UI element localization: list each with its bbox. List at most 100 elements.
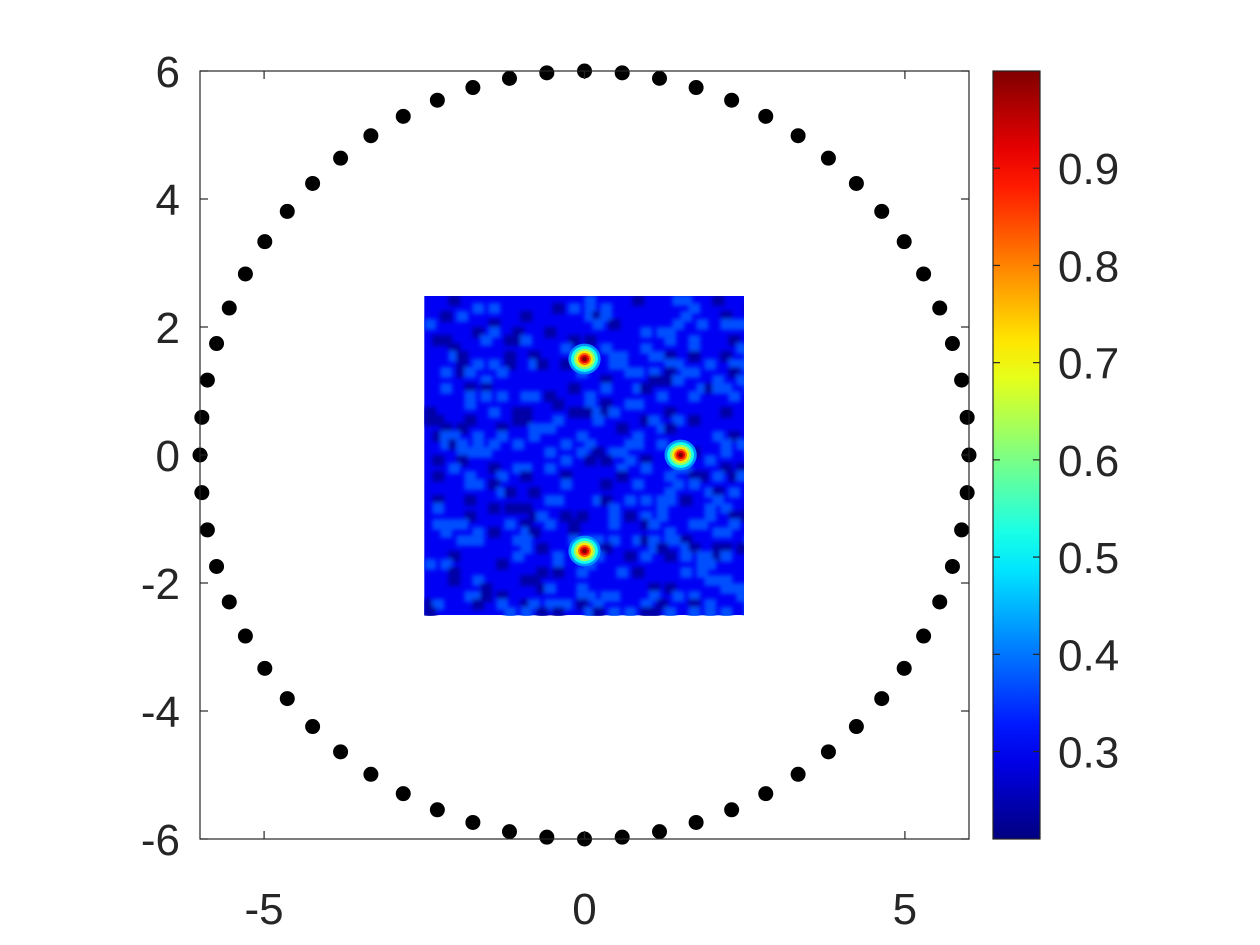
field-patch [616, 423, 629, 434]
field-patch [512, 415, 525, 426]
y-tick-label: 6 [156, 48, 180, 97]
field-patch [440, 527, 453, 538]
field-patch [432, 495, 445, 506]
field-patch [696, 519, 709, 530]
field-patch [504, 335, 517, 346]
field-patch [528, 423, 541, 434]
field-patch [664, 471, 677, 482]
field-patch [616, 567, 629, 578]
field-patch [632, 535, 645, 546]
field-patch [496, 487, 509, 498]
field-patch [600, 375, 613, 386]
field-patch [696, 567, 709, 578]
sensor-point [501, 824, 517, 840]
field-patch [520, 407, 533, 418]
sensor-point [932, 300, 948, 316]
field-patch [552, 415, 565, 426]
field-patch [584, 591, 597, 602]
field-patch [432, 471, 445, 482]
field-patch [432, 503, 445, 514]
field-patch [712, 383, 725, 394]
field-patch [464, 495, 477, 506]
sensor-point [539, 65, 555, 81]
field-patch [720, 407, 733, 418]
field-patch [600, 495, 613, 506]
field-patch [592, 311, 605, 322]
field-patch [608, 359, 621, 370]
field-patch [600, 383, 613, 394]
field-patch [728, 511, 741, 522]
field-patch [568, 519, 581, 530]
field-patch [520, 535, 533, 546]
field-patch [600, 343, 613, 354]
field-patch [432, 599, 445, 610]
field-patch [704, 599, 717, 610]
field-patch [616, 359, 629, 370]
y-tick-label: 0 [156, 432, 180, 481]
field-patch [640, 511, 653, 522]
sensor-point [305, 719, 321, 735]
field-patch [488, 463, 501, 474]
field-patch [648, 519, 661, 530]
field-patch [448, 343, 461, 354]
field-patch [736, 543, 744, 554]
field-patch [440, 423, 453, 434]
field-patch [664, 423, 677, 434]
sensor-point [194, 409, 210, 425]
field-patch [640, 327, 653, 338]
field-patch [656, 599, 669, 610]
field-patch [512, 407, 525, 418]
field-patch [560, 471, 573, 482]
field-patch [736, 359, 744, 370]
field-patch [688, 591, 701, 602]
colorbar-tick-label: 0.3 [1058, 729, 1119, 778]
field-patch [616, 351, 629, 362]
field-patch [656, 543, 669, 554]
field-patch [632, 399, 645, 410]
x-tick-label: 5 [893, 885, 917, 934]
field-patch [656, 503, 669, 514]
field-patch [472, 431, 485, 442]
field-patch [648, 375, 661, 386]
field-patch [464, 535, 477, 546]
field-patch [568, 303, 581, 314]
field-patch [688, 519, 701, 530]
field-patch [672, 375, 685, 386]
sensor-point [614, 65, 630, 81]
field-patch [496, 591, 509, 602]
sensor-point [652, 824, 668, 840]
field-patch [608, 407, 621, 418]
field-patch [584, 455, 597, 466]
field-patch [504, 359, 517, 370]
field-patch [560, 599, 573, 610]
field-patch [656, 375, 669, 386]
field-patch [664, 335, 677, 346]
field-patch [456, 455, 469, 466]
field-patch [608, 503, 621, 514]
field-patch [552, 567, 565, 578]
field-patch [704, 511, 717, 522]
field-patch [720, 439, 733, 450]
field-patch [536, 543, 549, 554]
field-patch [640, 455, 653, 466]
field-patch [552, 599, 565, 610]
field-patch [584, 296, 597, 306]
field-patch [720, 463, 733, 474]
field-patch [584, 439, 597, 450]
field-patch [448, 551, 461, 562]
field-patch [744, 359, 756, 370]
x-axis: -5 0 5 [245, 71, 917, 934]
field-patch [624, 551, 637, 562]
field-patch [600, 479, 613, 490]
sensor-point [199, 372, 215, 388]
field-patch [720, 543, 733, 554]
field-patch [472, 327, 485, 338]
field-patch [512, 439, 525, 450]
field-patch [656, 351, 669, 362]
field-patch [624, 455, 637, 466]
sensor-point [959, 409, 975, 425]
x-tick-label: -5 [245, 885, 284, 934]
field-patch [592, 495, 605, 506]
field-patch [728, 335, 741, 346]
field-patch [608, 319, 621, 330]
